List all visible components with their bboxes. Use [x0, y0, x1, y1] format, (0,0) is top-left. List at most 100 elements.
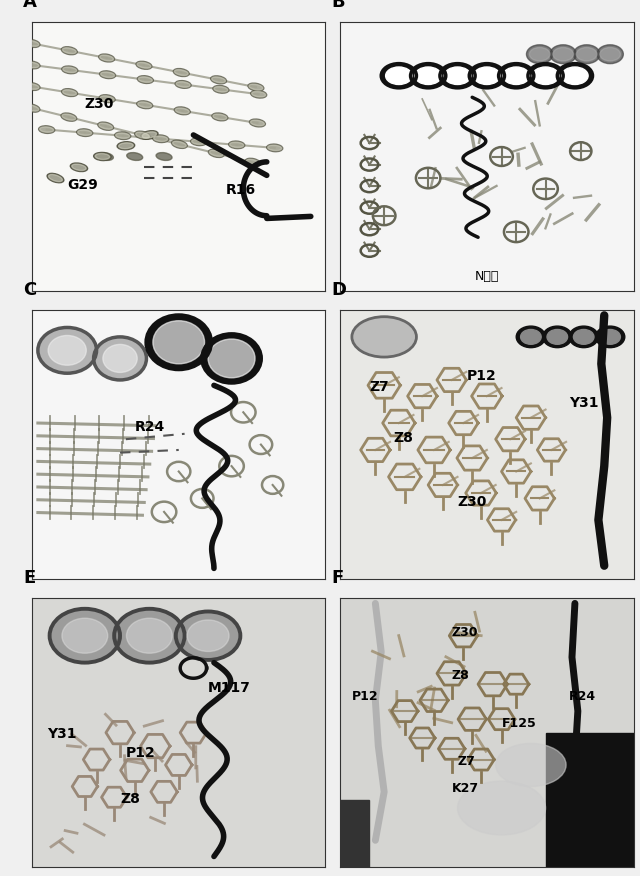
Ellipse shape — [100, 95, 114, 102]
Ellipse shape — [553, 47, 573, 61]
Ellipse shape — [527, 45, 553, 64]
Text: M117: M117 — [208, 682, 251, 696]
Ellipse shape — [252, 91, 266, 97]
Ellipse shape — [202, 334, 261, 383]
Ellipse shape — [93, 152, 111, 160]
Ellipse shape — [248, 83, 264, 91]
Ellipse shape — [520, 329, 541, 344]
Ellipse shape — [24, 61, 40, 69]
Ellipse shape — [156, 152, 172, 160]
Ellipse shape — [99, 54, 115, 62]
Ellipse shape — [547, 329, 568, 344]
Ellipse shape — [174, 107, 190, 115]
Ellipse shape — [251, 90, 267, 98]
Text: Z30: Z30 — [458, 496, 487, 510]
Ellipse shape — [138, 77, 152, 82]
Ellipse shape — [557, 64, 593, 88]
Ellipse shape — [209, 151, 223, 157]
Ellipse shape — [153, 321, 205, 364]
Ellipse shape — [386, 67, 412, 84]
Text: D: D — [332, 281, 346, 300]
Ellipse shape — [134, 131, 150, 139]
Ellipse shape — [142, 131, 157, 138]
Ellipse shape — [268, 145, 282, 151]
Ellipse shape — [77, 130, 92, 136]
Ellipse shape — [62, 114, 76, 120]
Ellipse shape — [191, 139, 205, 145]
Ellipse shape — [48, 336, 86, 365]
Ellipse shape — [136, 132, 149, 138]
Ellipse shape — [495, 744, 566, 787]
Ellipse shape — [213, 86, 229, 93]
Ellipse shape — [25, 105, 39, 111]
Ellipse shape — [516, 326, 545, 348]
Ellipse shape — [61, 46, 77, 54]
Ellipse shape — [72, 164, 86, 171]
Ellipse shape — [100, 71, 116, 79]
Text: Z8: Z8 — [393, 431, 413, 445]
Ellipse shape — [175, 81, 191, 88]
Ellipse shape — [176, 81, 190, 88]
Text: Z8: Z8 — [120, 792, 140, 806]
Ellipse shape — [191, 138, 207, 145]
Text: A: A — [23, 0, 37, 11]
Ellipse shape — [77, 129, 93, 137]
Ellipse shape — [469, 64, 504, 88]
Ellipse shape — [174, 69, 188, 75]
Ellipse shape — [127, 618, 172, 653]
Text: Z30: Z30 — [85, 97, 114, 111]
Ellipse shape — [213, 114, 227, 120]
Ellipse shape — [38, 328, 97, 373]
Ellipse shape — [99, 123, 113, 130]
Ellipse shape — [63, 67, 77, 73]
Ellipse shape — [176, 611, 241, 660]
Ellipse shape — [532, 67, 559, 84]
Ellipse shape — [25, 62, 39, 67]
Ellipse shape — [63, 48, 76, 53]
Ellipse shape — [137, 62, 151, 68]
Ellipse shape — [230, 142, 244, 147]
Ellipse shape — [250, 119, 266, 127]
Ellipse shape — [249, 84, 263, 90]
Ellipse shape — [25, 40, 39, 46]
Text: P12: P12 — [352, 690, 378, 703]
Ellipse shape — [246, 159, 260, 166]
Text: P12: P12 — [126, 745, 156, 759]
Ellipse shape — [93, 337, 147, 380]
Ellipse shape — [381, 64, 417, 88]
Ellipse shape — [70, 163, 88, 172]
Ellipse shape — [562, 67, 588, 84]
Ellipse shape — [50, 609, 120, 662]
Ellipse shape — [63, 89, 77, 95]
Ellipse shape — [212, 77, 225, 82]
Text: E: E — [23, 569, 35, 587]
Ellipse shape — [499, 64, 534, 88]
Ellipse shape — [245, 159, 261, 166]
Text: Z30: Z30 — [452, 625, 478, 639]
Ellipse shape — [187, 620, 229, 652]
Ellipse shape — [211, 76, 227, 84]
Text: Z8: Z8 — [452, 668, 469, 682]
Text: C: C — [23, 281, 36, 300]
Ellipse shape — [597, 45, 623, 64]
Ellipse shape — [411, 64, 446, 88]
Ellipse shape — [62, 66, 78, 74]
Ellipse shape — [138, 75, 154, 83]
Ellipse shape — [214, 87, 228, 92]
Bar — [545, 732, 634, 867]
Ellipse shape — [138, 102, 152, 108]
Ellipse shape — [175, 108, 189, 114]
Ellipse shape — [103, 344, 137, 372]
Ellipse shape — [529, 47, 550, 61]
Ellipse shape — [595, 326, 625, 348]
Text: N末端: N末端 — [475, 271, 499, 283]
Ellipse shape — [528, 64, 563, 88]
Ellipse shape — [415, 67, 442, 84]
Ellipse shape — [114, 609, 184, 662]
Text: Z7: Z7 — [458, 755, 476, 768]
Ellipse shape — [62, 618, 108, 653]
Ellipse shape — [503, 67, 529, 84]
Ellipse shape — [550, 45, 577, 64]
Text: R24: R24 — [569, 690, 596, 703]
Ellipse shape — [136, 61, 152, 69]
